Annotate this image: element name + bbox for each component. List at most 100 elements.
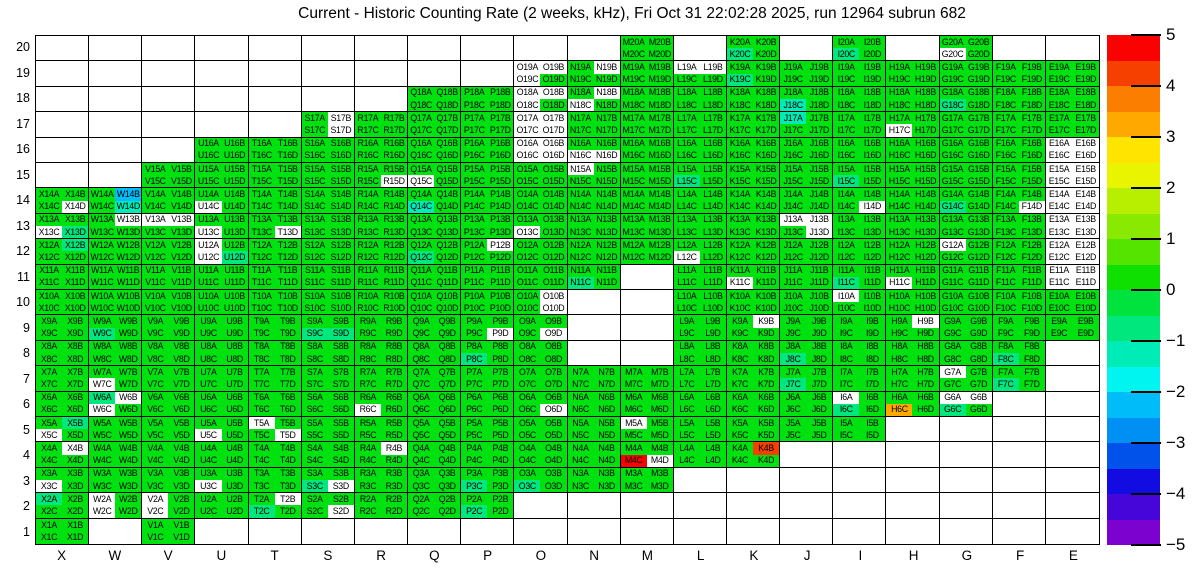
x-axis-label: R [376,548,386,563]
cell-quadrant: J16D [806,149,833,162]
cell-quadrant: L9B [699,315,726,328]
cell-quadrant: X9C [36,327,63,340]
cell-quadrant: P15B [487,162,514,176]
cell-quadrant: O18B [540,86,567,99]
cell-quadrant: M19D [646,73,673,86]
grid-cell: Q11A Q11B Q11C Q11D [408,264,462,290]
cell-quadrant: J8A [780,340,807,353]
cell-quadrant: E19A [1045,61,1073,74]
colorbar-tick-label: 4 [1166,76,1176,95]
cell-quadrant: N5A [567,416,594,430]
grid-cell: J5A J5B J5C J5D [780,416,834,443]
cell-quadrant: X1D [62,531,89,544]
cell-quadrant: P2A [461,493,488,506]
cell-quadrant: V8A [142,340,169,353]
cell-quadrant: U6C [195,403,222,416]
grid-cell: V8A V8B V8C V8D [142,340,196,367]
cell-quadrant: R4D [380,454,408,467]
cell-quadrant: T9B [274,315,301,328]
grid-cell-empty [354,36,409,62]
cell-quadrant: I6B [859,391,886,404]
cell-quadrant: F14A [992,188,1019,201]
colorbar-band [1107,35,1160,61]
cell-quadrant: R16D [380,149,408,162]
grid-cell: M12A M12B M12C M12D [620,239,674,265]
colorbar-band [1107,290,1160,316]
cell-quadrant: T13C [248,225,275,239]
cell-quadrant: G20B [965,36,992,49]
cell-quadrant: I10D [859,302,886,315]
cell-quadrant: N11D [593,276,620,289]
cell-quadrant: O7C [514,378,541,391]
grid-cell: S10A S10B S10C S10D [301,289,355,316]
cell-quadrant: E9D [1072,327,1099,340]
grid-cell: Q5A Q5B Q5C Q5D [408,416,462,443]
cell-quadrant: V11D [168,276,195,289]
grid-cell: K13A K13B K13C K13D [726,213,781,240]
cell-quadrant: K16B [753,137,780,150]
cell-quadrant: V9B [168,315,195,328]
cell-quadrant: Q14B [434,188,461,201]
grid-cell-empty [620,518,674,544]
cell-quadrant: X7D [62,378,89,391]
cell-quadrant: K6D [753,403,780,416]
grid-cell: U9A U9B U9C U9D [195,315,249,341]
grid-cell: W12A W12B W12C W12D [89,239,143,265]
cell-quadrant: Q12D [434,251,461,264]
grid-cell: G19A G19B G19C G19D [939,61,993,87]
grid-cell: N7A N7B N7C N7D [567,366,621,392]
cell-quadrant: E17A [1045,112,1073,125]
cell-quadrant: P13D [487,225,514,239]
x-axis-label: N [589,548,599,563]
cell-quadrant: M20D [646,48,673,61]
colorbar-tick-label: 3 [1166,127,1176,146]
cell-quadrant: J18A [780,86,807,99]
grid-cell: T11A T11B T11C T11D [248,264,302,290]
cell-quadrant: R14D [380,200,408,213]
cell-quadrant: L16B [699,137,726,150]
colorbar-band [1107,188,1160,214]
cell-quadrant: N19C [567,73,594,86]
grid-cell: L14A L14B L14C L14D [673,188,727,214]
cell-quadrant: T13B [274,213,301,226]
grid-cell: U11A U11B U11C U11D [195,264,249,290]
cell-quadrant: L8A [673,340,700,353]
grid-cell: K15A K15B K15C K15D [726,162,781,189]
cell-quadrant: O5C [514,429,541,442]
cell-quadrant: L18A [673,86,700,99]
cell-quadrant: L8B [699,340,726,353]
cell-quadrant: P15D [487,175,514,188]
cell-quadrant: W6A [89,391,116,404]
grid-cell: F16A F16B F16C F16D [992,137,1046,163]
cell-quadrant: V6B [168,391,195,404]
cell-quadrant: K17C [726,124,754,137]
grid-cell: L10A L10B L10C L10D [673,289,727,316]
cell-quadrant: E12A [1045,239,1073,252]
cell-quadrant: K19C [726,73,754,86]
grid-cell-empty [195,61,249,87]
cell-quadrant: O16B [540,137,567,150]
cell-quadrant: O6C [514,403,541,416]
cell-quadrant: U11D [221,276,248,289]
cell-quadrant: T7D [274,378,301,391]
cell-quadrant: J11B [806,264,833,277]
grid-cell-empty [142,112,196,138]
grid-cell-empty [89,36,143,62]
cell-quadrant: N3C [567,479,594,493]
cell-quadrant: N4B [593,442,620,455]
cell-quadrant: I8B [859,340,886,353]
cell-quadrant: S14B [327,188,354,201]
x-axis-label: G [961,548,973,563]
cell-quadrant: R4C [354,454,381,467]
cell-quadrant: V8C [142,352,169,366]
grid-cell: M15A M15B M15C M15D [620,162,674,189]
cell-quadrant: G12A [939,239,966,252]
grid-cell-empty [248,36,302,62]
cell-quadrant: G6B [965,391,992,404]
grid-cell: Q3A Q3B Q3C Q3D [408,467,462,494]
cell-quadrant: I9B [859,315,886,328]
cell-quadrant: X8C [36,352,63,366]
cell-quadrant: V11B [168,264,195,277]
x-axis-label: F [1015,548,1025,563]
cell-quadrant: P8C [461,352,488,366]
